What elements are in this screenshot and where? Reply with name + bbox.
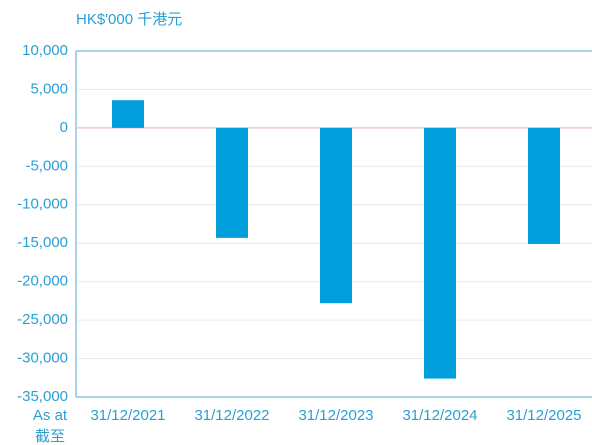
x-tick-label: 31/12/2025 <box>506 407 581 424</box>
bar <box>424 127 456 379</box>
y-tick-label: -35,000 <box>17 388 68 405</box>
x-axis-label: As at <box>33 407 68 424</box>
bar <box>320 127 352 304</box>
y-tick-label: 5,000 <box>30 80 68 97</box>
unit-label: HK$'000 千港元 <box>76 11 182 28</box>
y-tick-label: 0 <box>60 119 68 136</box>
bar <box>528 127 560 244</box>
y-tick-label: -30,000 <box>17 350 68 367</box>
x-tick-label: 31/12/2021 <box>90 407 165 424</box>
y-tick-label: -5,000 <box>25 157 68 174</box>
y-tick-label: -10,000 <box>17 196 68 213</box>
x-tick-label: 31/12/2023 <box>298 407 373 424</box>
y-tick-label: -15,000 <box>17 234 68 251</box>
x-tick-label: 31/12/2022 <box>194 407 269 424</box>
x-tick-label: 31/12/2024 <box>402 407 477 424</box>
y-tick-label: -20,000 <box>17 273 68 290</box>
bar <box>112 100 144 128</box>
x-axis-label: 截至 <box>35 428 65 445</box>
bar <box>216 127 248 238</box>
y-tick-label: -25,000 <box>17 311 68 328</box>
y-tick-label: 10,000 <box>22 42 68 59</box>
